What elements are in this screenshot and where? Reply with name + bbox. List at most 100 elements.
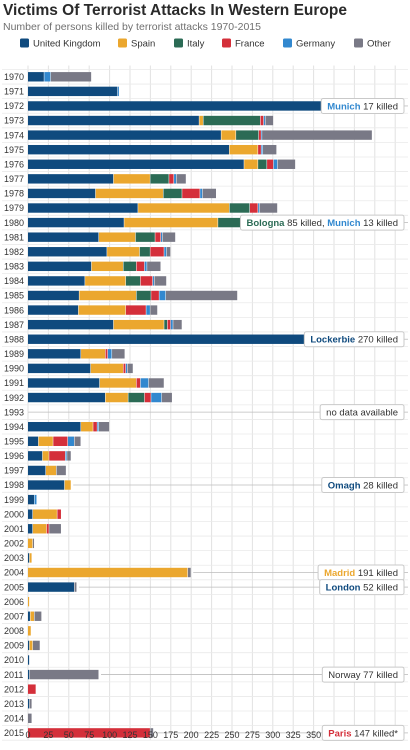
bar-1990-other: [127, 363, 133, 374]
bar-1973-germany: [263, 115, 265, 126]
bar-1994-germany: [97, 422, 99, 432]
bar-1974-france: [258, 130, 261, 140]
year-label-1975: 1975: [4, 145, 24, 155]
annotation-part: Paris: [328, 728, 351, 739]
year-label-1987: 1987: [4, 320, 24, 330]
year-label-1993: 1993: [4, 407, 24, 417]
legend-label-france: France: [235, 39, 265, 50]
annotation-2004: Madrid 191 killed: [317, 564, 405, 581]
annotation-part: 270 killed: [355, 335, 398, 346]
bar-1982-germany: [164, 247, 167, 257]
year-label-2001: 2001: [4, 524, 24, 534]
annotation-text: Norway 77 killed: [328, 670, 398, 681]
year-label-1973: 1973: [4, 116, 24, 126]
year-label-1978: 1978: [4, 189, 24, 199]
bar-1979-spain: [138, 203, 230, 213]
year-label-2010: 2010: [4, 655, 24, 665]
bar-1973-france: [260, 115, 264, 126]
bar-1994-other: [98, 422, 110, 432]
bar-1995-spain: [38, 436, 53, 446]
bar-1990-united-kingdom: [28, 363, 91, 374]
year-label-1985: 1985: [4, 291, 24, 301]
bar-1984-other: [154, 276, 167, 286]
annotation-text: London 52 killed: [326, 582, 398, 593]
y-axis-labels: 1970 1971 1972 1973 1974 1975 1976 1977 1978 1979…: [4, 72, 24, 738]
bar-1973-united-kingdom: [28, 115, 199, 126]
bar-1975-spain: [229, 144, 258, 155]
year-label-1988: 1988: [4, 334, 24, 344]
x-tick-225: 225: [204, 730, 219, 740]
annotation-part: 147 killed*: [352, 728, 399, 739]
bar-1998-spain: [64, 480, 71, 490]
year-label-1997: 1997: [4, 466, 24, 476]
bar-2001-united-kingdom: [28, 524, 33, 534]
x-tick-25: 25: [43, 730, 53, 740]
annotation-text: Paris 147 killed*: [328, 728, 398, 739]
legend-swatch-france: [222, 38, 231, 48]
bar-1989-france: [105, 349, 108, 359]
bar-1999-germany: [34, 494, 37, 505]
legend-swatch-other: [354, 38, 363, 48]
year-label-1995: 1995: [4, 436, 24, 446]
x-tick-275: 275: [245, 730, 260, 740]
year-label-1971: 1971: [4, 87, 24, 97]
bar-1970-united-kingdom: [28, 72, 44, 82]
year-label-1989: 1989: [4, 349, 24, 359]
bar-1996-spain: [42, 451, 49, 461]
bar-1983-other: [147, 261, 161, 272]
annotation-2011: Norway 77 killed: [321, 666, 405, 683]
bar-1992-united-kingdom: [28, 392, 106, 403]
year-label-2005: 2005: [4, 582, 24, 592]
x-tick-325: 325: [286, 730, 301, 740]
annotation-part: Bologna: [246, 218, 285, 229]
bar-1990-france: [123, 363, 126, 374]
legend-label-germany: Germany: [296, 39, 335, 50]
annotation-part: Munich: [327, 218, 360, 229]
bar-1985-spain: [79, 290, 137, 301]
annotation-box: [321, 666, 405, 683]
bar-1987-germany: [170, 319, 173, 330]
year-label-1999: 1999: [4, 495, 24, 505]
annotation-part: Madrid: [324, 568, 355, 579]
annotation-part: 85 killed,: [284, 218, 327, 229]
year-label-1974: 1974: [4, 130, 24, 140]
year-label-2015: 2015: [4, 728, 24, 738]
bar-1974-italy: [236, 130, 259, 140]
legend: United Kingdom Spain Italy France Germany Oth…: [20, 38, 391, 50]
bar-1978-france: [182, 188, 200, 199]
bar-2010-united-kingdom: [28, 655, 30, 665]
legend-swatch-united-kingdom: [20, 38, 29, 48]
bar-1983-germany: [144, 261, 147, 272]
legend-label-other: Other: [367, 39, 391, 50]
year-label-1992: 1992: [4, 393, 24, 403]
bar-1975-united-kingdom: [28, 144, 230, 155]
bar-1978-germany: [200, 188, 203, 199]
bar-2002-spain: [28, 538, 33, 549]
bar-2013-united-kingdom: [28, 699, 30, 709]
bar-1977-spain: [113, 174, 150, 184]
bar-1972-united-kingdom: [28, 101, 330, 111]
bar-2015-france: [28, 728, 150, 738]
annotation-part: 13 killed: [361, 218, 399, 229]
bar-1994-france: [93, 422, 97, 432]
bar-1970-germany: [44, 72, 51, 82]
bar-1987-italy: [164, 319, 168, 330]
annotation-part: 17 killed: [361, 101, 399, 112]
bar-1975-germany: [261, 144, 263, 155]
bar-2001-france: [46, 524, 49, 534]
year-label-2012: 2012: [4, 684, 24, 694]
bar-2003-united-kingdom: [28, 553, 30, 563]
bar-1981-other: [162, 232, 176, 242]
bar-1978-italy: [163, 188, 182, 199]
annotation-text: Madrid 191 killed: [324, 568, 398, 579]
year-label-2014: 2014: [4, 714, 24, 724]
chart-subtitle: Number of persons killed by terrorist at…: [3, 21, 261, 33]
bar-1992-france: [144, 392, 151, 403]
bar-1987-united-kingdom: [28, 319, 114, 330]
bar-2000-united-kingdom: [28, 509, 33, 519]
bar-1992-germany: [151, 392, 162, 403]
bar-1983-france: [136, 261, 145, 272]
year-label-1979: 1979: [4, 203, 24, 213]
legend-label-spain: Spain: [131, 39, 155, 50]
year-label-2009: 2009: [4, 641, 24, 651]
